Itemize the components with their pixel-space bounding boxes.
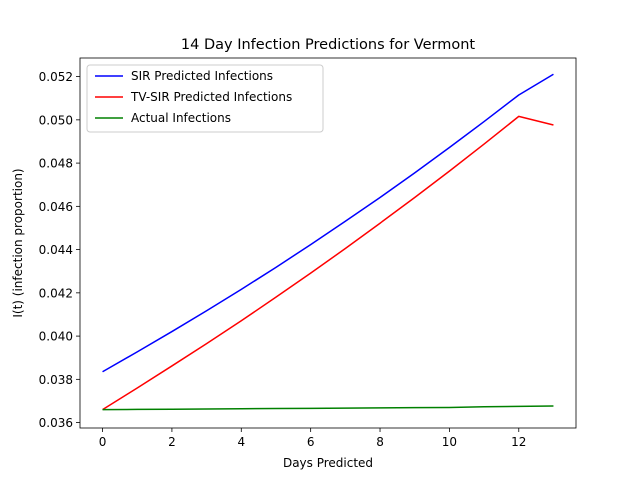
x-axis: 0 2 4 6 8 10 12 (99, 428, 526, 449)
x-tick-label: 6 (307, 435, 315, 449)
legend: SIR Predicted Infections TV-SIR Predicte… (86, 64, 324, 133)
y-tick-label: 0.046 (39, 200, 73, 214)
series-layer (102, 73, 554, 411)
y-tick-label: 0.040 (39, 330, 73, 344)
y-tick-label: 0.036 (39, 416, 73, 430)
series-line-sir (102, 73, 554, 373)
chart-title: 14 Day Infection Predictions for Vermont (181, 37, 475, 53)
x-tick-label: 4 (237, 435, 245, 449)
x-tick-label: 12 (511, 435, 526, 449)
x-tick-label: 0 (99, 435, 107, 449)
x-tick-label: 2 (168, 435, 176, 449)
y-tick-label: 0.048 (39, 157, 73, 171)
y-tick-label: 0.044 (39, 243, 73, 257)
y-axis: 0.036 0.038 0.040 0.042 0.044 0.046 0.048 0.050… (39, 70, 80, 430)
y-tick-label: 0.050 (39, 113, 73, 127)
legend-label-tv-sir: TV-SIR Predicted Infections (130, 90, 292, 104)
legend-box (86, 64, 324, 133)
series-line-actual (102, 405, 554, 411)
y-tick-label: 0.052 (39, 70, 73, 84)
y-axis-label: I(t) (infection proportion) (11, 168, 25, 317)
y-tick-label: 0.038 (39, 373, 73, 387)
y-tick-label: 0.042 (39, 286, 73, 300)
legend-label-sir: SIR Predicted Infections (131, 69, 273, 83)
x-tick-label: 8 (376, 435, 384, 449)
x-axis-label: Days Predicted (283, 456, 373, 470)
legend-label-actual: Actual Infections (131, 111, 231, 125)
series-line-tv-sir (102, 115, 554, 411)
x-tick-label: 10 (442, 435, 457, 449)
plot-frame (79, 57, 577, 429)
